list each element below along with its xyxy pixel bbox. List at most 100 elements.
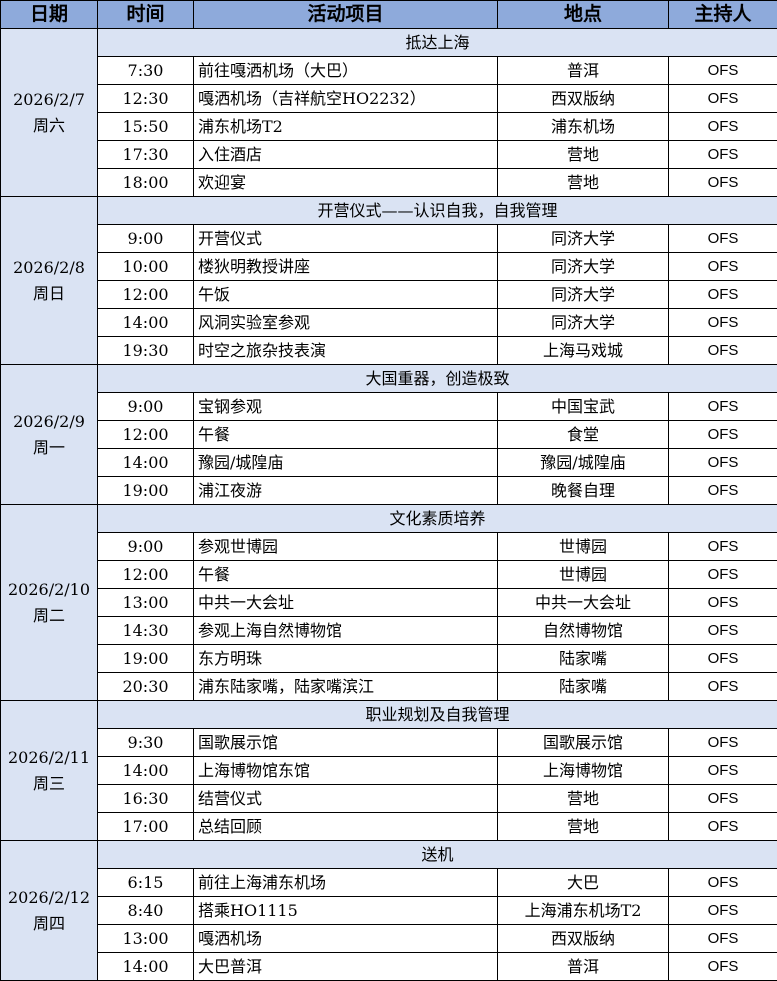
date-cell: 2026/2/9 周一 — [0, 364, 98, 505]
date-text: 2026/2/12 — [7, 887, 91, 907]
activity-cell: 嘎洒机场（吉祥航空HO2232） — [193, 84, 498, 113]
location-cell: 浦东机场 — [497, 112, 669, 141]
date-cell: 2026/2/12 周四 — [0, 840, 98, 981]
table-row: 14:00 上海博物馆东馆 上海博物馆 OFS — [1, 756, 777, 785]
host-cell: OFS — [668, 728, 777, 757]
host-cell: OFS — [668, 812, 777, 841]
table-row: 12:30 嘎洒机场（吉祥航空HO2232） 西双版纳 OFS — [1, 84, 777, 113]
table-row: 14:30 参观上海自然博物馆 自然博物馆 OFS — [1, 616, 777, 645]
host-cell: OFS — [668, 224, 777, 253]
weekday-text: 周三 — [32, 773, 65, 793]
location-cell: 大巴 — [497, 868, 669, 897]
location-cell: 晚餐自理 — [497, 476, 669, 505]
host-cell: OFS — [668, 448, 777, 477]
activity-cell: 中共一大会址 — [193, 588, 498, 617]
location-cell: 上海博物馆 — [497, 756, 669, 785]
activity-cell: 浦东机场T2 — [193, 112, 498, 141]
time-cell: 15:50 — [97, 112, 194, 141]
host-cell: OFS — [668, 112, 777, 141]
table-row: 7:30 前往嘎洒机场（大巴） 普洱 OFS — [1, 56, 777, 85]
table-row: 18:00 欢迎宴 营地 OFS — [1, 168, 777, 197]
activity-cell: 参观上海自然博物馆 — [193, 616, 498, 645]
time-cell: 14:00 — [97, 448, 194, 477]
location-cell: 西双版纳 — [497, 924, 669, 953]
section-row: 2026/2/8 周日 开营仪式——认识自我，自我管理 — [0, 196, 777, 365]
activity-cell: 欢迎宴 — [193, 168, 498, 197]
header-activity: 活动项目 — [193, 0, 498, 29]
location-cell: 食堂 — [497, 420, 669, 449]
time-cell: 12:00 — [97, 280, 194, 309]
location-cell: 中国宝武 — [497, 392, 669, 421]
activity-cell: 参观世博园 — [193, 532, 498, 561]
time-cell: 7:30 — [97, 56, 194, 85]
table-row: 16:30 结营仪式 营地 OFS — [1, 784, 777, 813]
table-row: 20:30 浦东陆家嘴，陆家嘴滨江 陆家嘴 OFS — [1, 672, 777, 701]
section-row: 2026/2/7 周六 抵达上海 — [0, 28, 777, 197]
host-cell: OFS — [668, 756, 777, 785]
activity-cell: 总结回顾 — [193, 812, 498, 841]
section-title: 大国重器，创造极致 — [97, 364, 777, 393]
host-cell: OFS — [668, 84, 777, 113]
time-cell: 14:00 — [97, 756, 194, 785]
host-cell: OFS — [668, 420, 777, 449]
section-row: 2026/2/10 周二 文化素质培养 — [0, 504, 777, 701]
location-cell: 世博园 — [497, 560, 669, 589]
section-title: 文化素质培养 — [97, 504, 777, 533]
table-row: 19:00 东方明珠 陆家嘴 OFS — [1, 644, 777, 673]
host-cell: OFS — [668, 308, 777, 337]
weekday-text: 周日 — [32, 283, 65, 303]
time-cell: 9:00 — [97, 224, 194, 253]
weekday-text: 周六 — [32, 115, 65, 135]
table-row: 9:00 宝钢参观 中国宝武 OFS — [1, 392, 777, 421]
header-location: 地点 — [497, 0, 669, 29]
table-row: 8:40 搭乘HO1115 上海浦东机场T2 OFS — [1, 896, 777, 925]
activity-cell: 午餐 — [193, 420, 498, 449]
location-cell: 自然博物馆 — [497, 616, 669, 645]
activity-cell: 豫园/城隍庙 — [193, 448, 498, 477]
table-row: 14:00 大巴普洱 普洱 OFS — [1, 952, 777, 981]
time-cell: 13:00 — [97, 924, 194, 953]
host-cell: OFS — [668, 280, 777, 309]
time-cell: 13:00 — [97, 588, 194, 617]
table-row: 12:00 午饭 同济大学 OFS — [1, 280, 777, 309]
host-cell: OFS — [668, 560, 777, 589]
weekday-text: 周二 — [32, 605, 65, 625]
activity-cell: 午饭 — [193, 280, 498, 309]
host-cell: OFS — [668, 168, 777, 197]
weekday-text: 周四 — [32, 913, 65, 933]
header-host: 主持人 — [668, 0, 777, 29]
date-text: 2026/2/10 — [7, 579, 91, 599]
table-row: 9:00 开营仪式 同济大学 OFS — [1, 224, 777, 253]
host-cell: OFS — [668, 56, 777, 85]
activity-cell: 入住酒店 — [193, 140, 498, 169]
location-cell: 上海浦东机场T2 — [497, 896, 669, 925]
host-cell: OFS — [668, 336, 777, 365]
activity-cell: 浦东陆家嘴，陆家嘴滨江 — [193, 672, 498, 701]
location-cell: 营地 — [497, 784, 669, 813]
time-cell: 19:00 — [97, 644, 194, 673]
time-cell: 18:00 — [97, 168, 194, 197]
location-cell: 同济大学 — [497, 308, 669, 337]
location-cell: 陆家嘴 — [497, 672, 669, 701]
location-cell: 国歌展示馆 — [497, 728, 669, 757]
table-row: 17:00 总结回顾 营地 OFS — [1, 812, 777, 841]
table-row: 13:00 嘎洒机场 西双版纳 OFS — [1, 924, 777, 953]
activity-cell: 风洞实验室参观 — [193, 308, 498, 337]
host-cell: OFS — [668, 476, 777, 505]
location-cell: 豫园/城隍庙 — [497, 448, 669, 477]
table-row: 15:50 浦东机场T2 浦东机场 OFS — [1, 112, 777, 141]
table-row: 14:00 风洞实验室参观 同济大学 OFS — [1, 308, 777, 337]
host-cell: OFS — [668, 896, 777, 925]
time-cell: 12:30 — [97, 84, 194, 113]
activity-cell: 楼狄明教授讲座 — [193, 252, 498, 281]
activity-cell: 搭乘HO1115 — [193, 896, 498, 925]
table-row: 9:00 参观世博园 世博园 OFS — [1, 532, 777, 561]
location-cell: 陆家嘴 — [497, 644, 669, 673]
activity-cell: 前往上海浦东机场 — [193, 868, 498, 897]
date-text: 2026/2/7 — [13, 89, 85, 109]
activity-cell: 时空之旅杂技表演 — [193, 336, 498, 365]
host-cell: OFS — [668, 616, 777, 645]
time-cell: 17:30 — [97, 140, 194, 169]
host-cell: OFS — [668, 672, 777, 701]
